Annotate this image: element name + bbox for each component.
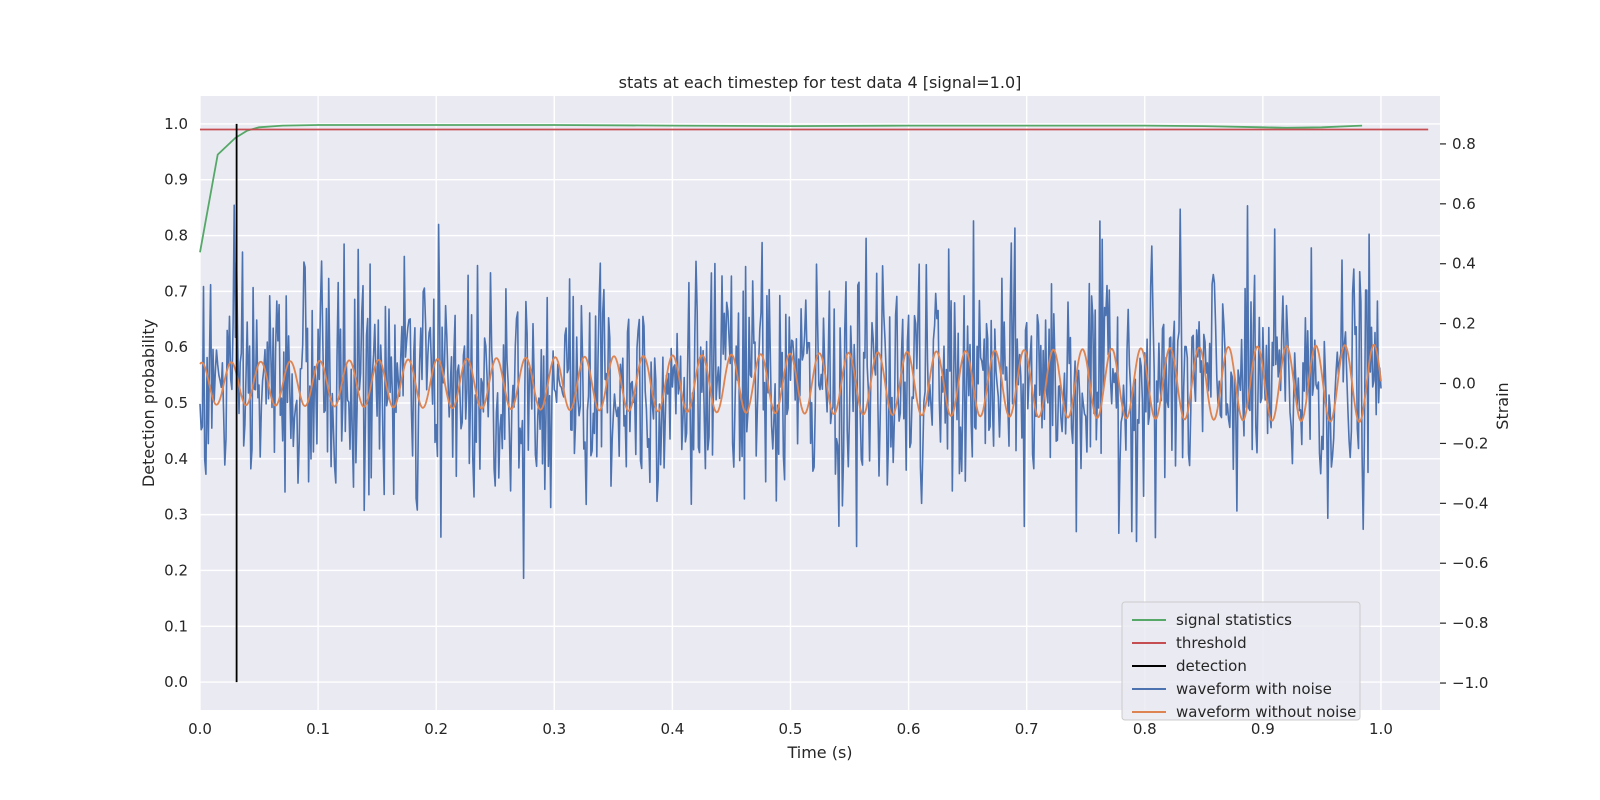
y-tick-label: 0.7 <box>164 282 188 300</box>
x-tick-label: 0.1 <box>306 720 330 738</box>
y2-tick-label: 0.4 <box>1452 255 1476 273</box>
x-tick-label: 0.4 <box>660 720 684 738</box>
y2-tick-label: 0.2 <box>1452 315 1476 333</box>
y-tick-label: 0.9 <box>164 171 188 189</box>
y-tick-label: 0.0 <box>164 673 188 691</box>
legend-label: waveform with noise <box>1176 680 1332 698</box>
y-tick-label: 0.5 <box>164 394 188 412</box>
y2-tick-label: 0.6 <box>1452 195 1476 213</box>
legend-label: threshold <box>1176 634 1247 652</box>
y-axis-label: Detection probability <box>139 319 158 487</box>
chart-title: stats at each timestep for test data 4 [… <box>619 73 1022 92</box>
legend-label: detection <box>1176 657 1247 675</box>
x-tick-label: 0.0 <box>188 720 212 738</box>
y2-tick-label: −1.0 <box>1452 674 1488 692</box>
legend-label: waveform without noise <box>1176 703 1356 721</box>
y-tick-label: 0.2 <box>164 561 188 579</box>
y2-tick-label: −0.8 <box>1452 614 1488 632</box>
legend: signal statistics threshold detection wavef… <box>1121 601 1361 721</box>
y-tick-label: 0.4 <box>164 450 188 468</box>
x-tick-label: 0.6 <box>897 720 921 738</box>
x-tick-label: 1.0 <box>1369 720 1393 738</box>
x-tick-label: 0.9 <box>1251 720 1275 738</box>
legend-box <box>1121 601 1361 721</box>
y2-axis-label: Strain <box>1493 382 1512 429</box>
y2-tick-label: 0.8 <box>1452 135 1476 153</box>
x-tick-label: 0.2 <box>424 720 448 738</box>
y2-tick-label: −0.2 <box>1452 434 1488 452</box>
x-tick-label: 0.5 <box>779 720 803 738</box>
y-axis-left: 0.0 0.1 0.2 0.3 0.4 0.5 0.6 0.7 0.8 0.9 1.0 <box>164 115 188 691</box>
y2-tick-label: 0.0 <box>1452 375 1476 393</box>
series-layer <box>199 123 1429 683</box>
y-tick-label: 0.1 <box>164 617 188 635</box>
y-axis-right: −1.0 −0.8 −0.6 −0.4 −0.2 0.0 0.2 0.4 0.6 0.8 <box>1440 135 1488 692</box>
y-tick-label: 0.6 <box>164 338 188 356</box>
x-tick-label: 0.3 <box>542 720 566 738</box>
legend-label: signal statistics <box>1176 611 1292 629</box>
y2-tick-label: −0.6 <box>1452 554 1488 572</box>
x-axis: 0.0 0.1 0.2 0.3 0.4 0.5 0.6 0.7 0.8 0.9 1.0 <box>188 720 1393 738</box>
y-tick-label: 1.0 <box>164 115 188 133</box>
series-waveform-with-noise <box>199 204 1382 580</box>
series-signal-statistics <box>199 124 1363 253</box>
y-tick-label: 0.8 <box>164 227 188 245</box>
series-waveform-without-noise <box>199 343 1382 423</box>
x-tick-label: 0.8 <box>1133 720 1157 738</box>
x-axis-label: Time (s) <box>786 743 852 762</box>
y2-tick-label: −0.4 <box>1452 494 1488 512</box>
y-tick-label: 0.3 <box>164 506 188 524</box>
x-tick-label: 0.7 <box>1015 720 1039 738</box>
